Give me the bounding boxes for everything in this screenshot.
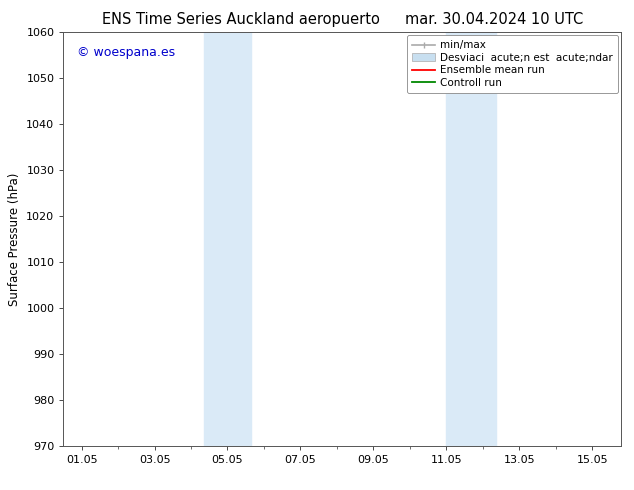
Bar (446, 32, 496, 446)
Legend: min/max, Desviaci  acute;n est  acute;ndar, Ensemble mean run, Controll run: min/max, Desviaci acute;n est acute;ndar… (407, 35, 618, 93)
Text: mar. 30.04.2024 10 UTC: mar. 30.04.2024 10 UTC (405, 12, 584, 27)
Bar (204, 32, 251, 446)
Text: ENS Time Series Auckland aeropuerto: ENS Time Series Auckland aeropuerto (102, 12, 380, 27)
Text: © woespana.es: © woespana.es (77, 47, 176, 59)
Y-axis label: Surface Pressure (hPa): Surface Pressure (hPa) (8, 172, 21, 306)
